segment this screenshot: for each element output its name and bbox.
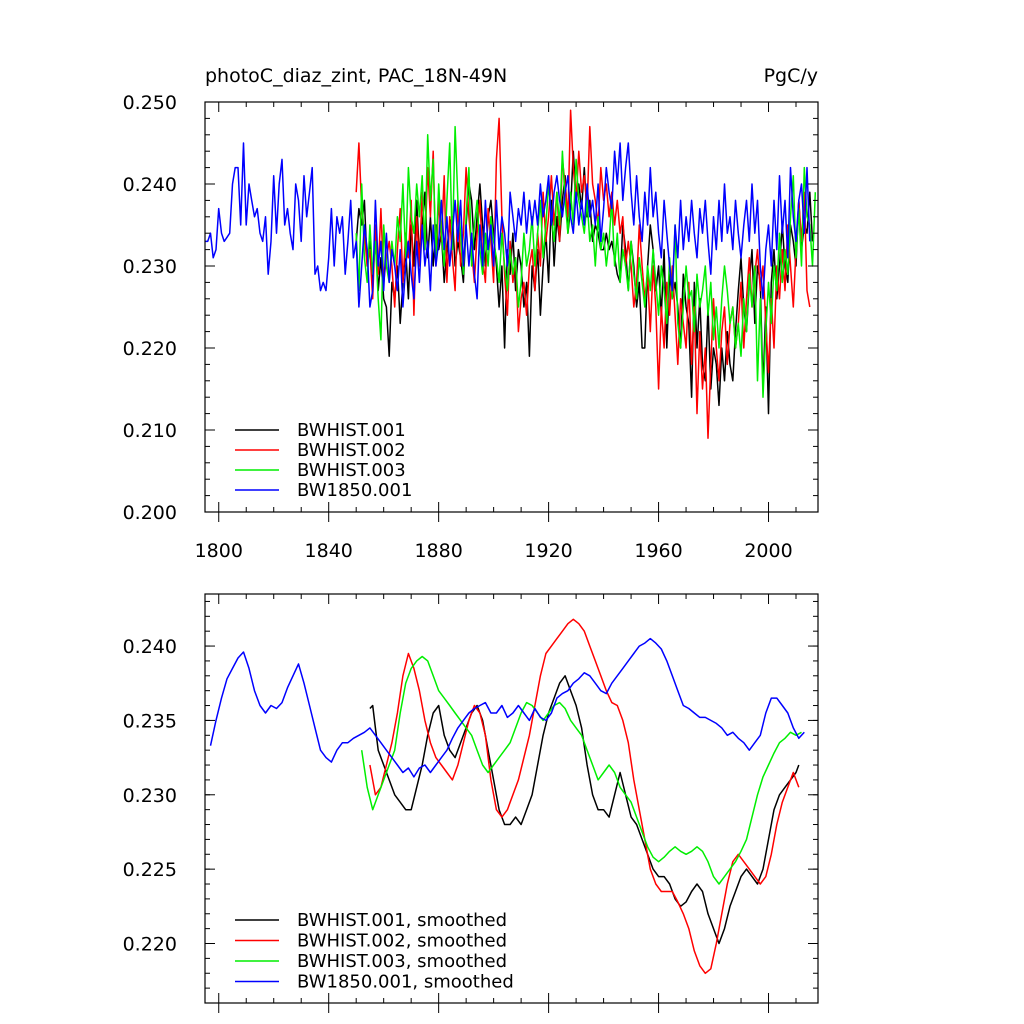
legend-label-3: BW1850.001 xyxy=(297,480,412,501)
x-tick-label: 1880 xyxy=(414,540,462,562)
series-line-1 xyxy=(369,618,800,975)
legend-label-2: BWHIST.003, smoothed xyxy=(297,951,507,972)
series-line-3 xyxy=(205,142,811,308)
y-tick-label: 0.230 xyxy=(123,256,177,278)
y-tick-label: 0.200 xyxy=(123,502,177,524)
x-tick-label: 1960 xyxy=(634,540,682,562)
legend-label-1: BWHIST.002 xyxy=(297,440,406,461)
x-tick-label: 1920 xyxy=(524,540,572,562)
plot-lines xyxy=(209,618,805,975)
x-tick-label: 1840 xyxy=(305,540,353,562)
series-line-2 xyxy=(355,125,817,398)
plot-lines xyxy=(205,109,817,439)
series-line-0 xyxy=(369,675,800,945)
y-tick-label: 0.220 xyxy=(123,338,177,360)
y-tick-label: 0.240 xyxy=(123,636,177,658)
series-line-3 xyxy=(209,637,805,778)
chart-title-left: photoC_diaz_zint, PAC_18N-49N xyxy=(205,65,507,87)
series-line-2 xyxy=(360,655,802,885)
y-tick-label: 0.240 xyxy=(123,174,177,196)
chart-bottom-smoothed: 0.220 0.225 0.230 0.235 0.240 BWHIST.001, smo… xyxy=(123,593,819,1013)
plot-frame xyxy=(204,101,819,513)
y-tick-label: 0.235 xyxy=(123,710,177,732)
series-line-0 xyxy=(355,150,814,415)
plot-frame xyxy=(204,593,819,1004)
y-tick-label: 0.250 xyxy=(123,92,177,114)
x-tick-label: 2000 xyxy=(744,540,792,562)
legend-label-2: BWHIST.003 xyxy=(297,460,406,481)
legend-label-0: BWHIST.001, smoothed xyxy=(297,910,507,931)
y-tick-label: 0.220 xyxy=(123,934,177,956)
legend-label-1: BWHIST.002, smoothed xyxy=(297,931,507,952)
y-tick-label: 0.225 xyxy=(123,859,177,881)
chart-title-right: PgC/y xyxy=(764,65,818,87)
chart-top-raw: photoC_diaz_zint, PAC_18N-49N PgC/y 1800… xyxy=(123,65,819,562)
legend-label-3: BW1850.001, smoothed xyxy=(297,972,514,993)
legend-label-0: BWHIST.001 xyxy=(297,420,406,441)
y-tick-label: 0.230 xyxy=(123,785,177,807)
x-tick-label: 1800 xyxy=(195,540,243,562)
y-tick-label: 0.210 xyxy=(123,420,177,442)
